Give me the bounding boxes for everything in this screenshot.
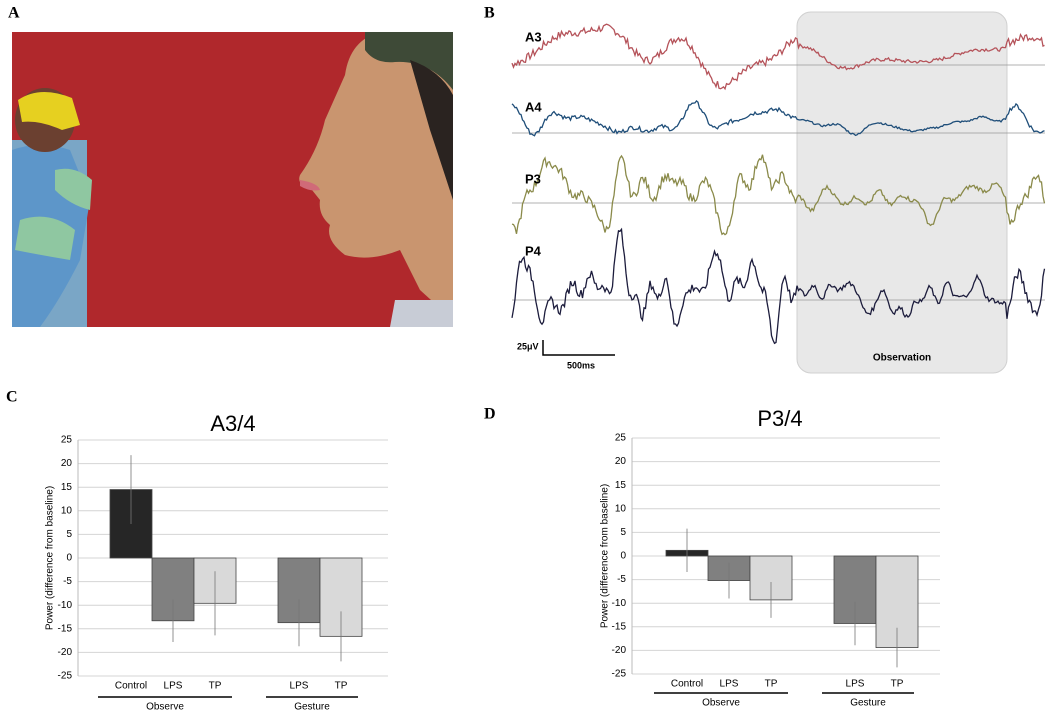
channel-label: P3 (525, 171, 541, 186)
y-tick-label: 15 (61, 482, 73, 493)
y-tick-label: 0 (66, 553, 72, 564)
y-tick-label: -25 (612, 669, 627, 680)
channel-label: A4 (525, 99, 542, 114)
x-tick-label: Control (115, 681, 147, 692)
x-tick-label: TP (209, 681, 222, 692)
time-scale: 500ms (567, 360, 595, 370)
y-tick-label: 10 (61, 505, 73, 516)
y-tick-label: 20 (61, 458, 73, 469)
y-tick-label: -10 (58, 600, 73, 611)
group-label: Gesture (850, 698, 886, 709)
y-axis-label: Power (difference from baseline) (600, 484, 611, 628)
y-tick-label: -20 (58, 647, 73, 658)
chart-title: P3/4 (757, 406, 802, 431)
observation-label: Observation (873, 353, 931, 364)
group-label: Observe (146, 702, 184, 713)
x-tick-label: LPS (720, 679, 739, 690)
eeg-trace (511, 99, 1045, 137)
eeg-trace (511, 23, 1045, 91)
y-tick-label: 25 (615, 433, 627, 444)
panel-label: D (484, 406, 496, 423)
y-tick-label: -25 (58, 671, 73, 682)
x-tick-label: LPS (164, 681, 183, 692)
eeg-trace (511, 154, 1046, 236)
y-tick-label: -15 (612, 621, 627, 632)
channel-label: P4 (525, 243, 542, 258)
amplitude-scale: 25μV (517, 341, 539, 351)
x-tick-label: Control (671, 679, 703, 690)
y-tick-label: 10 (615, 503, 627, 514)
y-tick-label: 25 (61, 435, 73, 446)
y-tick-label: -5 (63, 576, 72, 587)
y-tick-label: 15 (615, 480, 627, 491)
panel-label: C (6, 389, 18, 406)
channel-label: A3 (525, 29, 542, 44)
eeg-traces (511, 23, 1046, 345)
photo (12, 32, 453, 327)
y-tick-label: -10 (612, 598, 627, 609)
x-tick-label: LPS (290, 681, 309, 692)
panel-label: A (8, 5, 20, 22)
x-tick-label: TP (335, 681, 348, 692)
group-label: Gesture (294, 702, 330, 713)
y-tick-label: -20 (612, 645, 627, 656)
x-tick-label: TP (765, 679, 778, 690)
eeg-trace (511, 227, 1046, 345)
y-tick-label: 5 (66, 529, 72, 540)
group-label: Observe (702, 698, 740, 709)
observation-window (796, 11, 1008, 374)
panel-label: B (484, 5, 495, 22)
y-tick-label: -15 (58, 623, 73, 634)
y-tick-label: -5 (617, 574, 626, 585)
y-tick-label: 5 (620, 527, 626, 538)
y-tick-label: 20 (615, 456, 627, 467)
chart-title: A3/4 (210, 411, 255, 436)
y-tick-label: 0 (620, 551, 626, 562)
scale-bar (542, 340, 615, 356)
x-tick-label: TP (891, 679, 904, 690)
y-axis-label: Power (difference from baseline) (45, 486, 56, 630)
x-tick-label: LPS (846, 679, 865, 690)
